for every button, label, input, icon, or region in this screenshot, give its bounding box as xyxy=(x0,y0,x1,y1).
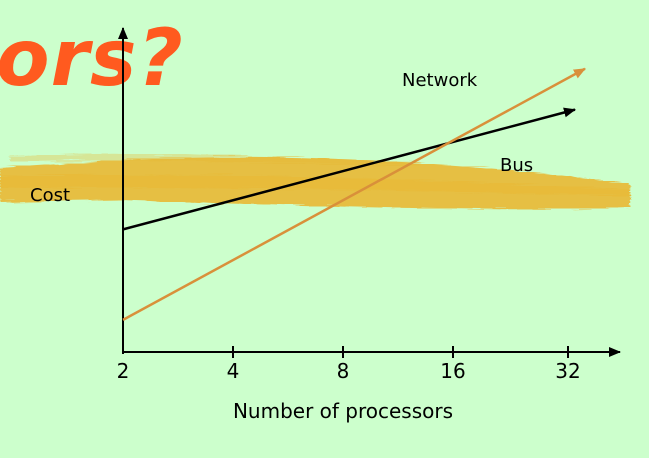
x-tick-label: 32 xyxy=(555,359,580,383)
x-axis-label: Number of processors xyxy=(233,399,453,423)
series-line-network xyxy=(122,67,586,321)
x-tick-label: 8 xyxy=(337,359,350,383)
x-tick-label: 2 xyxy=(117,359,130,383)
slide-title-fragment: ors? xyxy=(0,14,184,104)
x-tick-label: 4 xyxy=(227,359,240,383)
series-line-bus xyxy=(122,107,576,231)
series-label-network: Network xyxy=(402,70,478,91)
x-tick-label: 16 xyxy=(440,359,465,383)
series-label-bus: Bus xyxy=(500,155,533,176)
y-axis-label: Cost xyxy=(30,185,70,206)
